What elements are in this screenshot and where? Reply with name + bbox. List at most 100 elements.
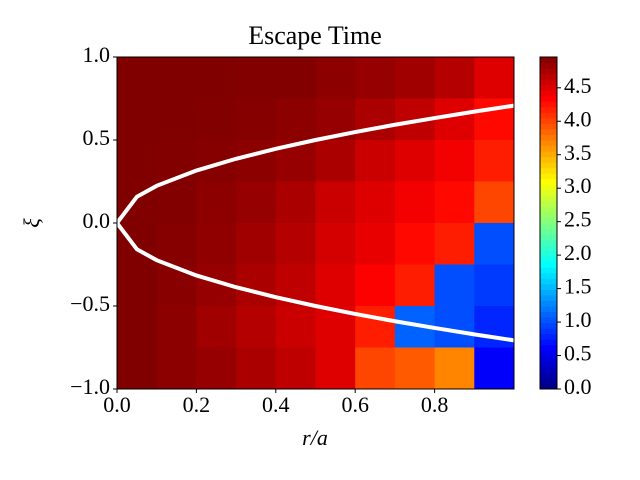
y-tick-label: 0.5 — [83, 125, 111, 150]
heat-cell — [156, 98, 197, 141]
heat-cell — [355, 98, 396, 141]
colorbar-swatch — [540, 267, 557, 274]
colorbar-swatch — [540, 151, 557, 158]
colorbar-swatch — [540, 361, 557, 368]
y-axis-label: ξ — [19, 218, 44, 228]
heat-cell — [117, 306, 158, 349]
chart-title: Escape Time — [248, 21, 382, 50]
heat-cell — [275, 347, 317, 389]
colorbar-swatch — [540, 128, 557, 135]
colorbar-swatch — [540, 112, 557, 119]
colorbar-swatch — [540, 117, 557, 124]
colorbar-tick-label: 2.5 — [564, 207, 592, 232]
colorbar-swatch — [540, 90, 557, 97]
heat-cell — [156, 347, 197, 389]
heat-cell — [474, 57, 514, 100]
heat-cell — [434, 347, 475, 389]
colorbar-swatch — [540, 239, 557, 246]
heat-cell — [355, 306, 396, 349]
colorbar-swatch — [540, 217, 557, 224]
heat-cell — [434, 98, 475, 141]
heat-cell — [236, 264, 277, 307]
colorbar-swatch — [540, 256, 557, 263]
heat-cell — [117, 57, 158, 100]
colorbar-swatch — [540, 355, 557, 362]
y-tick-label: −0.5 — [70, 291, 110, 316]
heat-cell — [156, 223, 197, 266]
heat-cell — [275, 223, 317, 266]
boundary-curve — [117, 103, 514, 343]
heat-cell — [315, 347, 356, 389]
colorbar-swatch — [540, 322, 557, 329]
colorbar-swatch — [540, 328, 557, 335]
heat-cell — [394, 223, 436, 266]
heat-cell — [117, 98, 158, 141]
colorbar-swatch — [540, 261, 557, 268]
colorbar-tick-label: 3.0 — [564, 173, 592, 198]
heat-cell — [355, 347, 396, 389]
colorbar-swatch — [540, 333, 557, 340]
heat-cell — [236, 57, 277, 100]
heat-cell — [355, 181, 396, 224]
heat-cell — [474, 181, 514, 224]
heat-cell — [196, 98, 237, 141]
heat-cell — [355, 223, 396, 266]
heat-cell — [236, 140, 277, 183]
colorbar-swatch — [540, 195, 557, 202]
colorbar-swatch — [540, 79, 557, 86]
heat-cell — [196, 57, 237, 100]
colorbar-swatch — [540, 344, 557, 351]
colorbar-swatch — [540, 234, 557, 241]
heat-cell — [156, 140, 197, 183]
heat-cell — [355, 57, 396, 100]
colorbar-swatch — [540, 350, 557, 357]
colorbar-swatch — [540, 140, 557, 147]
heat-cell — [474, 140, 514, 183]
colorbar-swatch — [540, 57, 557, 64]
colorbar-swatch — [540, 383, 557, 390]
colorbar-swatch — [540, 123, 557, 130]
colorbar-tick-label: 4.5 — [564, 73, 592, 98]
heat-cell — [315, 57, 356, 100]
heat-cell — [434, 181, 475, 224]
colorbar-swatch — [540, 62, 557, 69]
heat-cell — [236, 98, 277, 141]
heatmap-cells — [117, 57, 514, 389]
heat-cell — [196, 347, 237, 389]
x-axis-label: r/a — [302, 425, 328, 450]
colorbar-swatch — [540, 311, 557, 318]
heat-cell — [117, 140, 158, 183]
colorbar-swatch — [540, 372, 557, 379]
heat-cell — [474, 264, 514, 307]
colorbar-frame — [539, 56, 558, 390]
heat-cell — [315, 264, 356, 307]
heat-cell — [434, 57, 475, 100]
colorbar-swatch — [540, 189, 557, 196]
colorbar-tick-label: 1.5 — [564, 274, 592, 299]
heat-cell — [474, 306, 514, 349]
heat-cell — [315, 181, 356, 224]
heat-cell — [275, 98, 317, 141]
colorbar-swatch — [540, 84, 557, 91]
colorbar-swatch — [540, 134, 557, 141]
heat-cell — [236, 223, 277, 266]
colorbar-swatch — [540, 294, 557, 301]
heat-cell — [117, 347, 158, 389]
colorbar-swatch — [540, 300, 557, 307]
axes: 0.0 0.5 1.0 1.5 2.0 2.5 3.0 3.5 4.0 4.5 0.0 0.2 0.4 0… — [70, 42, 591, 417]
heat-cell — [156, 57, 197, 100]
heat-cell — [315, 223, 356, 266]
colorbar-swatch — [540, 278, 557, 285]
colorbar-tick-label: 2.0 — [564, 240, 592, 265]
colorbar-swatch — [540, 223, 557, 230]
x-tick-label: 0.0 — [103, 392, 131, 417]
heat-cell — [394, 140, 436, 183]
colorbar-swatch — [540, 245, 557, 252]
heat-cell — [434, 264, 475, 307]
colorbar-tick-label: 1.0 — [564, 307, 592, 332]
heat-cell — [275, 306, 317, 349]
heat-cell — [474, 223, 514, 266]
heat-cell — [355, 140, 396, 183]
x-tick-label: 0.4 — [262, 392, 290, 417]
